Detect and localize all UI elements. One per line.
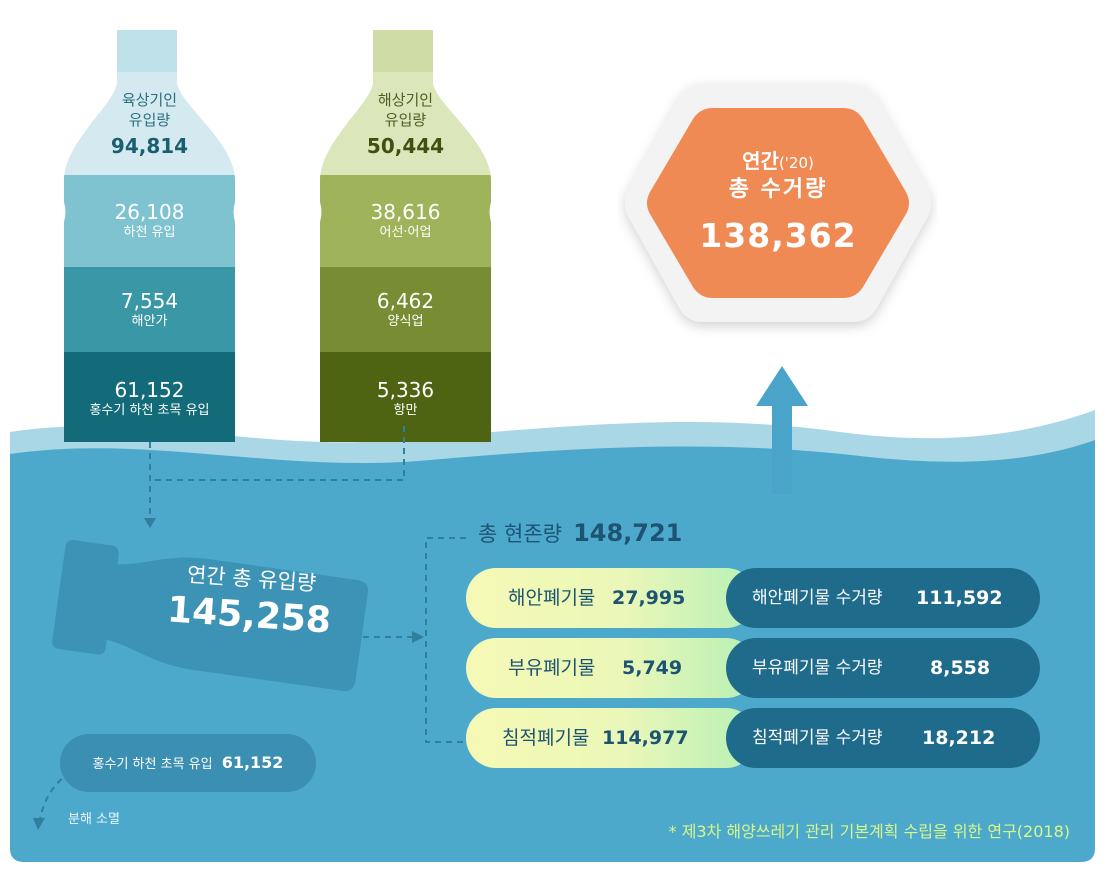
flood-box-value: 61,152 xyxy=(221,753,284,772)
land-bottle-shape xyxy=(64,30,235,442)
stock-value: 148,721 xyxy=(573,519,683,547)
decompose-label: 분해 소멸 xyxy=(68,812,120,827)
sea-segment-label: 어선·어업 xyxy=(379,225,432,240)
collection-year: ('20) xyxy=(778,154,814,172)
sea-segment-value: 6,462 xyxy=(376,289,435,313)
land-segment-label: 해안가 xyxy=(131,314,168,329)
inflow-bottle xyxy=(42,509,381,712)
stock-row-name: 침적폐기물 xyxy=(502,727,590,749)
sea-bottle-total: 50,444 xyxy=(366,134,445,158)
up-arrow-icon xyxy=(756,366,808,494)
land-bottle-title: 육상기인 xyxy=(121,91,178,109)
collect-row-amount: 18,212 xyxy=(922,727,996,749)
sea-segment-value: 5,336 xyxy=(376,378,435,402)
stock-row xyxy=(466,708,756,768)
collect-row xyxy=(726,638,1040,698)
flood-box-label: 홍수기 하천 초목 유입 xyxy=(92,757,213,772)
collect-row-amount: 8,558 xyxy=(930,657,991,679)
collect-row xyxy=(726,708,1040,768)
collection-hexagon xyxy=(625,84,931,322)
land-segment-value: 26,108 xyxy=(114,200,185,224)
stock-row-name: 해안폐기물 xyxy=(508,587,596,609)
stock-row-amount: 5,749 xyxy=(622,657,683,679)
stock-row xyxy=(466,568,756,628)
collect-row-name: 침적폐기물 수거량 xyxy=(752,728,883,748)
collect-row xyxy=(726,568,1040,628)
sea-segment-label: 항만 xyxy=(393,403,418,418)
land-bottle-total: 94,814 xyxy=(110,134,189,158)
sea-segment-label: 양식업 xyxy=(387,314,424,329)
land-segment-label: 홍수기 하천 초목 유입 xyxy=(89,403,210,418)
collection-value: 138,362 xyxy=(699,216,857,255)
land-segment-value: 61,152 xyxy=(114,378,185,402)
land-segment-label: 하천 유입 xyxy=(123,225,176,240)
sea-bottle-shape xyxy=(320,30,491,442)
stock-row-name: 부유폐기물 xyxy=(508,657,596,679)
collect-row-name: 부유폐기물 수거량 xyxy=(752,658,883,678)
collect-row-amount: 111,592 xyxy=(916,587,1003,609)
source-note: * 제3차 해양쓰레기 관리 기본계획 수립을 위한 연구(2018) xyxy=(668,822,1070,841)
land-bottle-subtitle: 유입량 xyxy=(128,111,171,129)
flood-box xyxy=(60,734,316,792)
sea-bottle-title: 해상기인 xyxy=(377,91,434,109)
land-segment-value: 7,554 xyxy=(120,289,179,313)
sea-segment-value: 38,616 xyxy=(370,200,441,224)
stock-row-amount: 114,977 xyxy=(602,727,689,749)
stock-row xyxy=(466,638,756,698)
collection-title: 연간 xyxy=(742,149,779,173)
stock-row-amount: 27,995 xyxy=(612,587,686,609)
collection-subtitle: 총 수거량 xyxy=(728,177,828,202)
collect-row-name: 해안폐기물 수거량 xyxy=(752,588,883,608)
sea-bottle-subtitle: 유입량 xyxy=(384,111,427,129)
stock-label: 총 현존량 xyxy=(478,522,562,546)
